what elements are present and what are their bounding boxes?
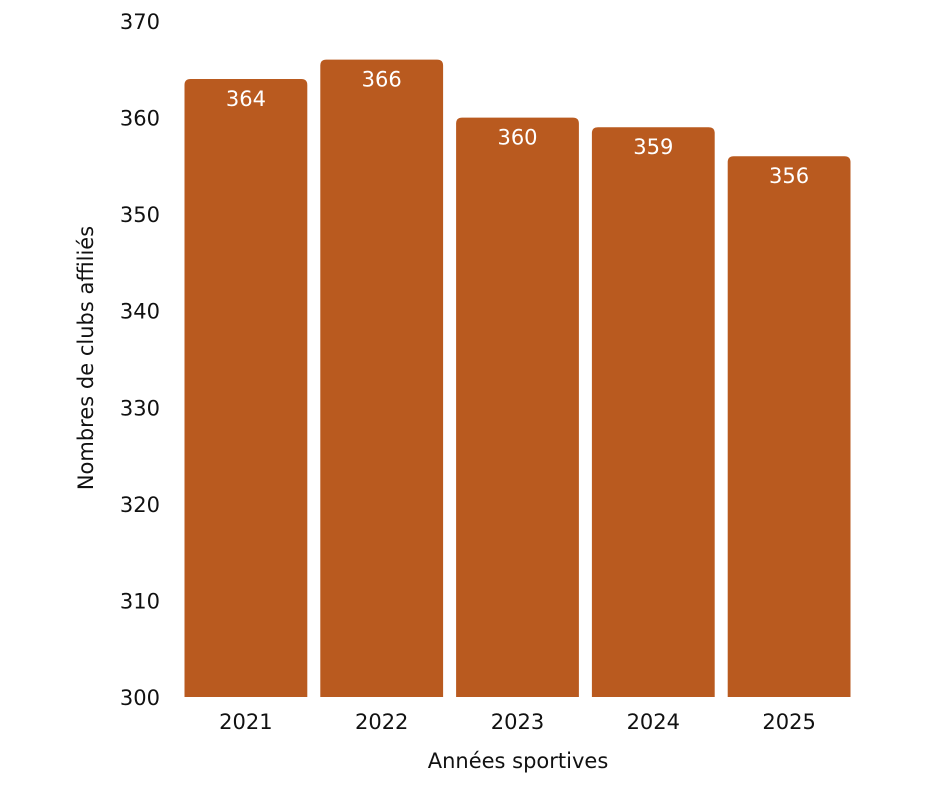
y-tick-label: 370 bbox=[120, 10, 160, 34]
bars bbox=[184, 59, 851, 698]
bar-value-label: 356 bbox=[769, 164, 809, 188]
x-axis-ticks: 2021 2022 2023 2024 2025 bbox=[219, 710, 816, 734]
y-tick-label: 350 bbox=[120, 203, 160, 227]
bar-data-labels: 364 366 360 359 356 bbox=[226, 68, 809, 189]
x-axis-title: Années sportives bbox=[428, 749, 609, 773]
y-axis-ticks: 300 310 320 330 340 350 360 370 bbox=[120, 10, 160, 710]
bar-value-label: 359 bbox=[633, 135, 673, 159]
y-tick-label: 360 bbox=[120, 107, 160, 131]
y-tick-label: 320 bbox=[120, 493, 160, 517]
x-tick-label: 2023 bbox=[491, 710, 544, 734]
y-tick-label: 300 bbox=[120, 686, 160, 710]
bar-value-label: 366 bbox=[362, 68, 402, 92]
y-axis-title: Nombres de clubs affiliés bbox=[74, 226, 98, 490]
bar-2021 bbox=[184, 78, 308, 697]
bar-2024 bbox=[591, 127, 715, 697]
bar-value-label: 360 bbox=[497, 126, 537, 150]
bar-value-label: 364 bbox=[226, 87, 266, 111]
x-tick-label: 2025 bbox=[762, 710, 815, 734]
y-tick-label: 310 bbox=[120, 589, 160, 613]
x-tick-label: 2022 bbox=[355, 710, 408, 734]
bar-2022 bbox=[320, 59, 444, 698]
x-tick-label: 2021 bbox=[219, 710, 272, 734]
x-tick-label: 2024 bbox=[627, 710, 680, 734]
y-tick-label: 340 bbox=[120, 300, 160, 324]
bar-2023 bbox=[456, 117, 579, 698]
y-tick-label: 330 bbox=[120, 396, 160, 420]
bar-2025 bbox=[727, 156, 851, 697]
